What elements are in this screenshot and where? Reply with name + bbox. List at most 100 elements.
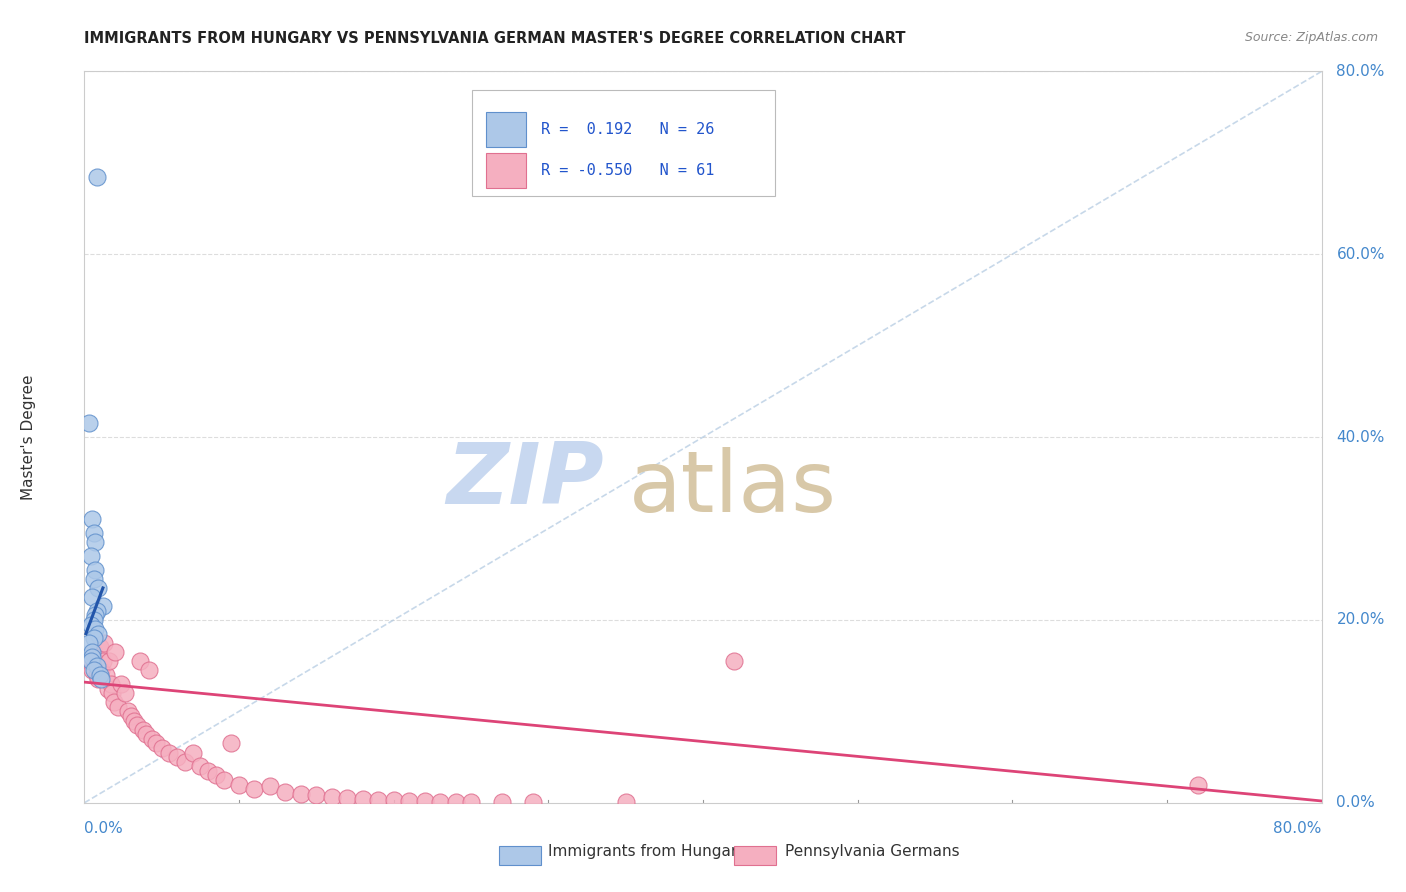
Point (321, 790, 343, 805)
Point (159, 746, 180, 760)
Point (188, 759, 211, 773)
Point (491, 795, 513, 809)
Point (243, 782, 266, 797)
Point (103, 695, 125, 709)
Text: 80.0%: 80.0% (1337, 64, 1385, 78)
Point (96, 681, 118, 696)
Point (83, 572, 105, 586)
Point (82, 590, 104, 604)
Point (219, 736, 242, 750)
Point (114, 686, 136, 700)
FancyBboxPatch shape (486, 153, 526, 187)
Point (83, 663, 105, 677)
FancyBboxPatch shape (471, 90, 775, 195)
Text: Pennsylvania Germans: Pennsylvania Germans (785, 845, 959, 859)
Point (212, 772, 235, 787)
Point (86, 658, 108, 673)
Point (205, 768, 228, 782)
Text: 0.0%: 0.0% (84, 821, 124, 836)
Text: ZIP: ZIP (446, 440, 605, 523)
Point (91, 599, 114, 614)
Text: atlas: atlas (628, 447, 837, 530)
Point (174, 755, 197, 769)
Point (94, 667, 117, 681)
Point (110, 677, 132, 691)
Point (84, 535, 107, 549)
Point (84, 608, 107, 623)
Point (83, 526, 105, 541)
Text: 40.0%: 40.0% (1337, 430, 1385, 444)
Point (104, 645, 127, 659)
Point (197, 764, 219, 778)
Point (90, 673, 112, 687)
Point (125, 718, 148, 732)
Point (429, 795, 451, 809)
Point (83, 645, 105, 659)
Point (398, 794, 420, 808)
Point (336, 791, 359, 805)
Point (145, 736, 167, 750)
Point (460, 795, 482, 809)
Point (93, 636, 115, 650)
Point (135, 727, 157, 741)
Text: 60.0%: 60.0% (1337, 247, 1385, 261)
Point (82, 663, 104, 677)
Point (87, 581, 110, 595)
Point (86, 667, 108, 681)
Point (83, 613, 105, 627)
Point (87, 626, 110, 640)
Point (77, 417, 100, 431)
Point (723, 654, 745, 668)
Point (77, 636, 100, 650)
Point (444, 795, 467, 809)
Point (91, 654, 114, 668)
Point (150, 740, 173, 755)
Text: 20.0%: 20.0% (1337, 613, 1385, 627)
Point (274, 785, 297, 799)
Point (79, 549, 101, 563)
Point (228, 777, 250, 792)
Point (181, 746, 204, 760)
Point (141, 731, 163, 746)
Point (129, 654, 152, 668)
Point (84, 649, 107, 664)
Point (1187, 777, 1209, 792)
Text: Immigrants from Hungary: Immigrants from Hungary (548, 845, 747, 859)
Point (79, 617, 101, 632)
Point (132, 723, 155, 737)
Point (290, 787, 312, 801)
Point (79, 654, 101, 668)
Point (305, 789, 328, 803)
Point (120, 709, 142, 723)
Text: Master's Degree: Master's Degree (21, 375, 37, 500)
Point (84, 622, 107, 636)
Point (522, 795, 544, 809)
Point (107, 699, 129, 714)
Point (122, 714, 145, 728)
FancyBboxPatch shape (486, 112, 526, 147)
Point (82, 649, 104, 664)
Point (614, 795, 637, 809)
Point (100, 677, 122, 691)
Text: IMMIGRANTS FROM HUNGARY VS PENNSYLVANIA GERMAN MASTER'S DEGREE CORRELATION CHART: IMMIGRANTS FROM HUNGARY VS PENNSYLVANIA … (84, 31, 905, 46)
Point (83, 632, 105, 646)
Point (90, 663, 112, 677)
Point (166, 750, 188, 764)
Point (84, 563, 107, 577)
Point (82, 645, 104, 659)
Point (138, 663, 160, 677)
Point (382, 793, 405, 807)
Point (117, 705, 139, 719)
Point (86, 169, 108, 184)
Point (87, 673, 110, 687)
Point (259, 780, 281, 794)
Point (367, 793, 389, 807)
Text: R =  0.192   N = 26: R = 0.192 N = 26 (541, 122, 714, 137)
Point (82, 512, 104, 526)
Text: 0.0%: 0.0% (1337, 796, 1375, 810)
Text: 80.0%: 80.0% (1274, 821, 1322, 836)
Point (77, 654, 100, 668)
Point (89, 667, 111, 681)
Text: Source: ZipAtlas.com: Source: ZipAtlas.com (1244, 31, 1378, 45)
Point (413, 794, 436, 808)
